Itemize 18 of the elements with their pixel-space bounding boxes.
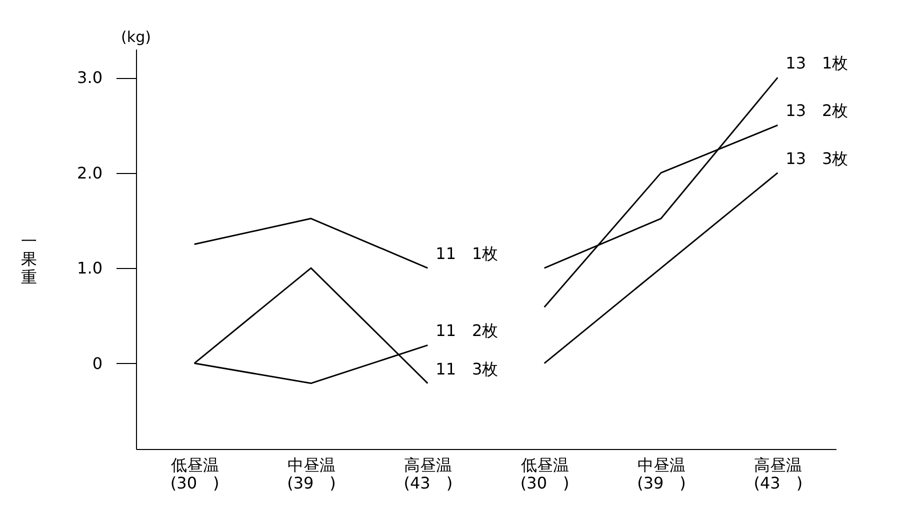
x-tick-label: 高昼温 (43 ) (754, 456, 803, 492)
series-label: 11 3枚 (436, 359, 498, 378)
y-tick-label: 0 (92, 354, 102, 373)
x-tick-label: 中昼温 (39 ) (287, 456, 336, 492)
y-tick-label: 2.0 (77, 163, 102, 182)
series-label: 13 2枚 (786, 101, 848, 120)
series-label: 11 2枚 (436, 321, 498, 340)
x-tick-label: 低昼温 (30 ) (170, 456, 220, 492)
x-tick-label: 高昼温 (43 ) (404, 456, 453, 492)
y-tick-label: 1.0 (77, 258, 102, 278)
series-label: 13 1枚 (786, 54, 848, 73)
series-label: 11 1枚 (436, 244, 498, 264)
text: (kg) (121, 28, 151, 46)
y-tick-label: 3.0 (77, 68, 102, 88)
series-label: 13 3枚 (786, 148, 848, 168)
y-axis-title: 一果重 (21, 232, 38, 286)
x-tick-label: 低昼温 (30 ) (520, 456, 570, 492)
x-tick-label: 中昼温 (39 ) (637, 456, 686, 492)
